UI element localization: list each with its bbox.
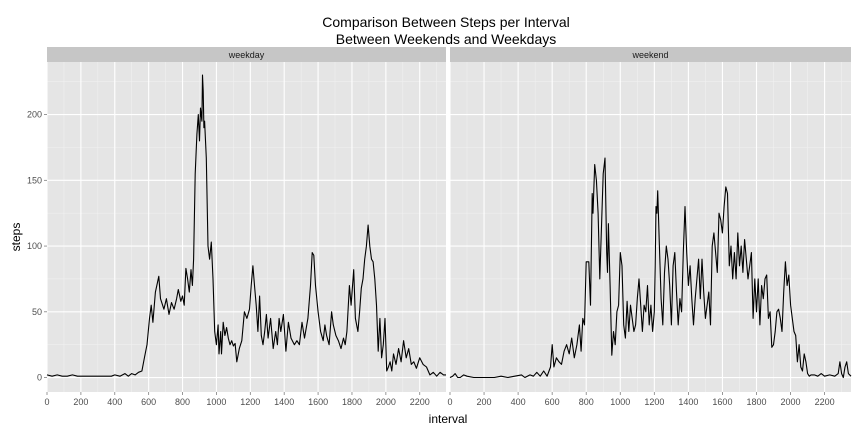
x-tick-label: 1800 [342,397,362,407]
x-tick-label: 1400 [274,397,294,407]
x-tick-label: 800 [579,397,594,407]
x-tick-label: 200 [73,397,88,407]
panel-background [47,62,446,392]
y-tick-label: 100 [27,241,42,251]
facet-strip [47,47,446,62]
x-tick-label: 800 [175,397,190,407]
panel-weekend: weekend 0 200 400 600 800 1000 1200 1400 1600 1800… [447,47,852,407]
y-tick-label: 0 [37,373,42,383]
x-tick-label: 1200 [644,397,664,407]
x-tick-label: 2200 [815,397,835,407]
x-tick-label: 1800 [746,397,766,407]
series-line-weekend [449,157,852,379]
x-tick-label: 0 [447,397,452,407]
x-tick-label: 1600 [712,397,732,407]
series-line-weekday [46,74,446,377]
x-tick-label: 1200 [240,397,260,407]
y-tick-label: 200 [27,110,42,120]
x-tick-label: 0 [44,397,49,407]
x-tick-label: 400 [511,397,526,407]
x-tick-label: 1000 [206,397,226,407]
x-tick-label: 1000 [610,397,630,407]
x-tick-label: 2000 [781,397,801,407]
facet-label: weekend [631,50,668,60]
facet-label: weekday [228,50,265,60]
y-tick-label: 150 [27,175,42,185]
x-tick-label: 600 [545,397,560,407]
x-tick-label: 2200 [410,397,430,407]
x-tick-label: 400 [107,397,122,407]
x-axis-label: interval [429,412,468,426]
x-tick-label: 1400 [678,397,698,407]
x-tick-label: 600 [141,397,156,407]
y-tick-label: 50 [32,307,42,317]
x-tick-label: 2000 [376,397,396,407]
x-tick-label: 1600 [308,397,328,407]
chart-title-line-1: Comparison Between Steps per Interval [322,14,569,30]
facet-strip [450,47,851,62]
x-tick-label: 200 [477,397,492,407]
chart-title-line-2: Between Weekends and Weekdays [336,31,557,47]
y-axis-label: steps [9,223,23,252]
panel-background [450,62,851,392]
